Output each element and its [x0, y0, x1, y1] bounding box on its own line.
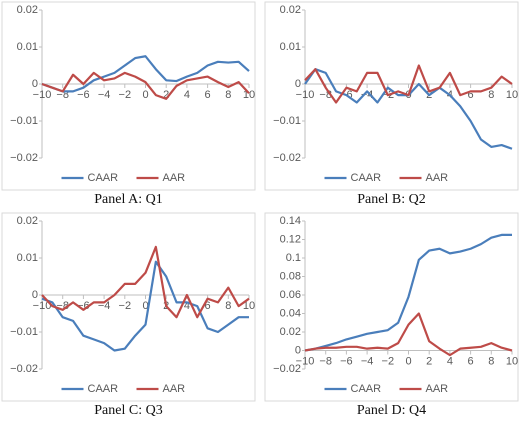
x-tick-label: −4 [361, 89, 374, 101]
y-tick-label: 0.02 [17, 4, 38, 16]
x-tick-label: 0 [405, 355, 411, 367]
y-tick-label: 0.01 [17, 252, 38, 264]
x-tick-label: 6 [468, 355, 474, 367]
data-line [304, 64, 513, 104]
panel-caption: Panel C: Q3 [94, 403, 162, 418]
x-tick-label: 10 [243, 89, 255, 101]
x-tick-label: 10 [243, 300, 255, 312]
y-tick-label: −0.02 [273, 363, 301, 375]
legend-label: AAR [426, 172, 449, 184]
y-tick-label: 0.08 [280, 270, 301, 282]
y-tick-label: 0.02 [280, 326, 301, 338]
legend-label: AAR [163, 383, 186, 395]
x-tick-label: 8 [488, 89, 494, 101]
panel-caption: Panel D: Q4 [357, 403, 426, 418]
legend-label: CAAR [88, 172, 119, 184]
x-tick-label: −2 [382, 355, 395, 367]
x-tick-label: 2 [426, 355, 432, 367]
x-tick-label: −4 [361, 355, 374, 367]
data-line [41, 260, 249, 352]
y-tick-label: −0.02 [273, 152, 301, 164]
y-tick-label: 0.1 [286, 252, 301, 264]
x-tick-label: −4 [98, 89, 111, 101]
data-line [304, 312, 513, 357]
chart-frame [264, 1, 519, 191]
x-tick-label: 2 [163, 89, 169, 101]
x-tick-label: −10 [296, 355, 315, 367]
data-line [41, 245, 250, 319]
x-tick-label: 6 [205, 89, 211, 101]
x-tick-label: −10 [33, 300, 52, 312]
panel-caption: Panel A: Q1 [94, 192, 162, 207]
x-tick-label: 4 [184, 89, 190, 101]
x-tick-label: −2 [119, 300, 132, 312]
y-tick-label: 0 [32, 289, 38, 301]
x-tick-label: −6 [340, 355, 353, 367]
legend-label: AAR [426, 383, 449, 395]
y-tick-label: −0.01 [10, 115, 38, 127]
x-tick-label: −10 [296, 89, 315, 101]
chart-frame [1, 1, 256, 191]
x-tick-label: −8 [319, 355, 332, 367]
x-tick-label: −10 [33, 89, 52, 101]
x-tick-label: 10 [506, 89, 518, 101]
legend-label: CAAR [351, 383, 382, 395]
data-line [41, 71, 250, 100]
y-tick-label: 0.06 [280, 289, 301, 301]
data-line [304, 233, 512, 352]
y-tick-label: 0.01 [17, 41, 38, 53]
y-tick-label: 0 [295, 78, 301, 90]
x-tick-label: 6 [468, 89, 474, 101]
y-tick-label: 0.04 [280, 307, 301, 319]
x-tick-label: 0 [142, 89, 148, 101]
y-tick-label: 0.01 [280, 41, 301, 53]
chart-frame [1, 212, 256, 402]
x-tick-label: 8 [225, 89, 231, 101]
y-tick-label: 0.02 [17, 215, 38, 227]
legend-label: CAAR [88, 383, 119, 395]
y-tick-label: 0 [32, 78, 38, 90]
y-tick-label: −0.01 [273, 115, 301, 127]
x-tick-label: 4 [184, 300, 190, 312]
panel-caption: Panel B: Q2 [357, 192, 425, 207]
y-tick-label: 0.12 [280, 233, 301, 245]
x-tick-label: 0 [142, 300, 148, 312]
y-tick-label: 0.14 [280, 215, 301, 227]
y-tick-label: −0.01 [10, 326, 38, 338]
chart-frame [264, 212, 519, 402]
x-tick-label: 8 [488, 355, 494, 367]
x-tick-label: 6 [205, 300, 211, 312]
y-tick-label: −0.02 [10, 363, 38, 375]
x-tick-label: 4 [447, 355, 453, 367]
x-tick-label: −2 [119, 89, 132, 101]
x-tick-label: 8 [225, 300, 231, 312]
x-tick-label: −6 [77, 89, 90, 101]
x-tick-label: 10 [506, 355, 518, 367]
y-tick-label: 0.02 [280, 4, 301, 16]
legend-label: CAAR [351, 172, 382, 184]
legend-label: AAR [163, 172, 186, 184]
y-tick-label: 0 [295, 344, 301, 356]
y-tick-label: −0.02 [10, 152, 38, 164]
data-line [41, 55, 250, 93]
